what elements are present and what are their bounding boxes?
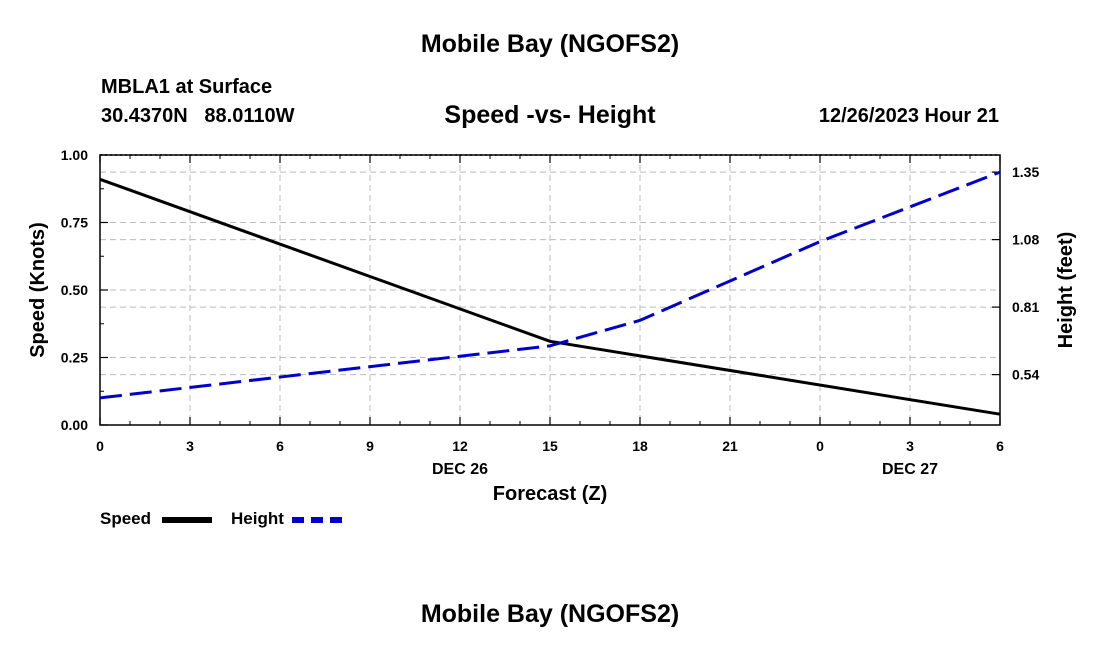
y2-axis-title: Height (feet) — [1055, 232, 1077, 349]
legend-speed-swatch — [162, 517, 212, 523]
plot-frame — [99, 154, 1001, 426]
axis-ticks — [99, 154, 1001, 426]
height-series-line — [99, 170, 1001, 400]
chart-title: Speed -vs- Height — [444, 101, 656, 129]
x-tick-label: 9 — [366, 438, 374, 454]
y-tick-label: 1.00 — [61, 147, 88, 163]
y-tick-label: 0.75 — [61, 215, 88, 231]
series-lines — [99, 170, 1001, 416]
grid-lines — [100, 154, 1000, 425]
axis-labels: 0 3 6 9 12 15 18 21 0 3 6 DEC 26 DEC 27 0.00 0.25 0.50 0… — [61, 147, 1040, 478]
x-tick-label: 0 — [96, 438, 104, 454]
legend-height-swatch — [292, 517, 342, 523]
station-name: MBLA1 at Surface — [101, 76, 273, 98]
y-tick-label: 0.50 — [61, 282, 88, 298]
x-tick-label: 3 — [906, 438, 914, 454]
x-tick-label: 3 — [186, 438, 194, 454]
page-title: Mobile Bay (NGOFS2) — [420, 30, 680, 58]
y2-tick-label: 0.81 — [1012, 299, 1039, 315]
chart-date: 12/26/2023 Hour 21 — [818, 105, 999, 127]
y2-tick-label: 0.54 — [1012, 367, 1039, 383]
legend-speed-label: Speed — [100, 509, 152, 528]
x-tick-label: 12 — [452, 438, 468, 454]
y2-tick-label: 1.08 — [1012, 232, 1039, 248]
x-tick-label: 15 — [542, 438, 558, 454]
x-tick-label: 21 — [722, 438, 738, 454]
x-tick-label: 0 — [816, 438, 824, 454]
x-axis-title: Forecast (Z) — [493, 483, 607, 505]
x-tick-label: 6 — [276, 438, 284, 454]
x-tick-label: 6 — [996, 438, 1004, 454]
x-date-label: DEC 26 — [432, 461, 488, 478]
y-axis-title: Speed (Knots) — [27, 222, 49, 358]
footer-title: Mobile Bay (NGOFS2) — [420, 600, 680, 628]
speed-series-line — [99, 177, 1001, 416]
x-tick-label: 18 — [632, 438, 648, 454]
station-coords: 30.4370N 88.0110W — [101, 105, 295, 127]
y2-tick-label: 1.35 — [1012, 164, 1039, 180]
y-tick-label: 0.25 — [61, 350, 88, 366]
x-date-label: DEC 27 — [882, 461, 938, 478]
legend-height-label: Height — [231, 509, 284, 528]
y-tick-label: 0.00 — [61, 417, 88, 433]
